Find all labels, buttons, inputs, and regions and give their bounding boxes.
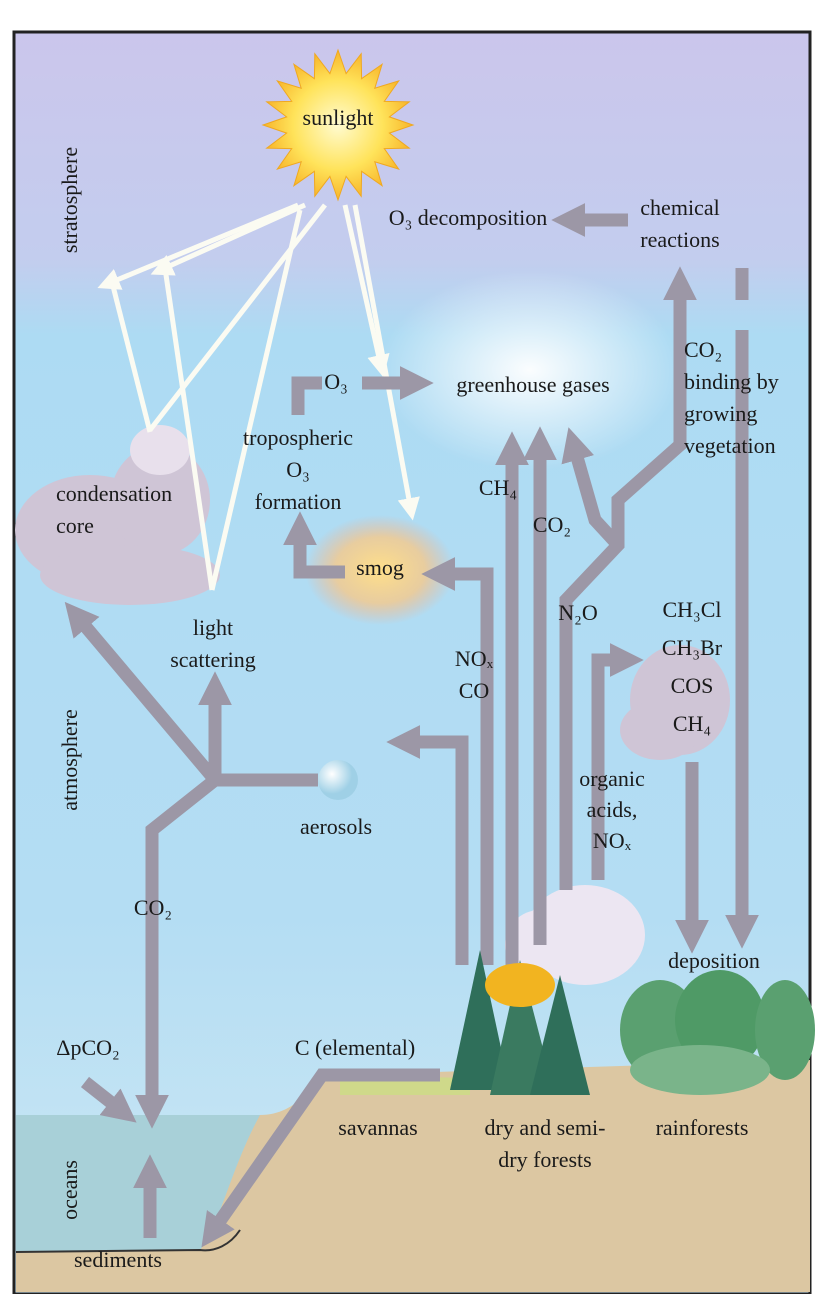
label-line: C (elemental) — [295, 1035, 415, 1060]
label-line: CO₂ — [533, 512, 571, 537]
label-line: atmosphere — [57, 709, 82, 810]
label-line: CH₃Br — [662, 635, 723, 660]
aerosol-sphere — [318, 760, 358, 800]
label-line: core — [56, 513, 94, 538]
label-line: O₃ — [324, 369, 348, 394]
label-line: sunlight — [303, 105, 374, 130]
label-line: CO₂ — [134, 895, 172, 920]
label-line: formation — [255, 489, 342, 514]
label-line: vegetation — [684, 433, 776, 458]
clouds — [15, 425, 730, 985]
label-line: greenhouse gases — [456, 372, 609, 397]
label-line: scattering — [170, 647, 256, 672]
label-line: acids, — [587, 797, 638, 822]
label-line: O₃ decomposition — [389, 205, 548, 230]
label-line: N₂O — [558, 600, 597, 625]
label-line: COS — [671, 673, 714, 698]
label-line: light — [193, 615, 233, 640]
grey-arrows — [64, 203, 759, 1248]
smog-haze — [305, 515, 455, 625]
label-line: NOₓ — [593, 828, 632, 853]
label-line: oceans — [57, 1160, 82, 1220]
label-line: dry and semi- — [485, 1115, 606, 1140]
label-line: tropospheric — [243, 425, 353, 450]
label-line: savannas — [338, 1115, 417, 1140]
label-line: smog — [356, 555, 404, 580]
label-line: CH₄ — [479, 475, 517, 500]
label-line: CH₄ — [673, 711, 711, 736]
label-line: rainforests — [656, 1115, 749, 1140]
label-line: aerosols — [300, 814, 372, 839]
label-line: O₃ — [286, 457, 310, 482]
label-line: CO — [459, 678, 490, 703]
label-line: NOₓ — [455, 646, 494, 671]
label-line: binding by — [684, 369, 779, 394]
label-line: organic — [579, 766, 645, 791]
trees — [450, 950, 815, 1095]
label-line: reactions — [640, 227, 719, 252]
sun — [261, 48, 415, 202]
label-line: condensation — [56, 481, 172, 506]
label-line: stratosphere — [57, 147, 82, 253]
label-line: deposition — [668, 948, 760, 973]
label-line: growing — [684, 401, 757, 426]
white-arrows — [97, 202, 420, 591]
label-line: CO₂ — [684, 337, 722, 362]
label-line: sediments — [74, 1247, 162, 1272]
label-line: chemical — [640, 195, 719, 220]
label-line: CH₃Cl — [662, 597, 721, 622]
label-line: dry forests — [498, 1147, 591, 1172]
labels: sunlight stratosphere atmosphere oceans O₃ d… — [56, 105, 779, 1272]
label-line: ΔpCO₂ — [56, 1035, 119, 1060]
